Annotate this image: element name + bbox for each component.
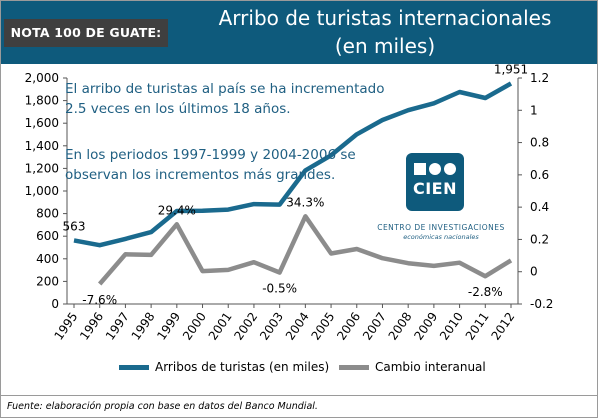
y-left-tick-label: 600 (36, 229, 59, 243)
legend-swatch-cambio (339, 364, 369, 370)
legend-label-arribos: Arribos de turistas (en miles) (155, 360, 330, 374)
x-tick-label: 1998 (129, 310, 158, 343)
source-footer: Fuente: elaboración propia con base en d… (1, 395, 597, 417)
data-label: -2.8% (468, 285, 503, 299)
logo-word: CIEN (412, 179, 457, 198)
x-tick-label: 2004 (283, 310, 312, 343)
annotation-paragraph-1: El arribo de turistas al país se ha incr… (65, 81, 385, 117)
y-right-tick-label: 0.8 (530, 136, 549, 150)
data-label: -7.6% (82, 293, 117, 307)
y-left-tick-label: 1,600 (25, 116, 59, 130)
y-left-tick-label: 1,000 (25, 184, 59, 198)
y-right-tick-label: 0.2 (530, 232, 549, 246)
y-left-tick-label: 1,800 (25, 94, 59, 108)
y-right-tick-label: 0.6 (530, 168, 549, 182)
data-label: 1,951 (494, 64, 528, 77)
y-left-tick-label: 400 (36, 252, 59, 266)
x-tick-label: 2002 (231, 310, 260, 343)
x-tick-label: 1999 (154, 310, 183, 343)
legend-item-arribos: Arribos de turistas (en miles) (119, 360, 329, 374)
chart-title-line1: Arribo de turistas internacionales (218, 6, 552, 30)
x-tick-label: 2008 (386, 310, 415, 343)
x-tick-label: 2012 (488, 310, 517, 343)
data-label: 563 (63, 219, 86, 233)
x-tick-label: 2001 (206, 310, 235, 343)
note-badge: NOTA 100 DE GUATE: (4, 19, 168, 47)
x-tick-label: 2005 (309, 310, 338, 343)
series-line-arribos (73, 81, 513, 248)
x-tick-label: 2007 (360, 310, 389, 343)
legend-swatch-arribos (119, 364, 149, 370)
data-label: 34.3% (286, 195, 324, 209)
logo-caption-line1: CENTRO DE INVESTIGACIONES (377, 223, 505, 232)
y-left-tick-label: 0 (51, 297, 59, 311)
cien-logo: CIEN (406, 153, 464, 211)
x-tick-label: 2000 (180, 310, 209, 343)
y-right-tick-label: 0.4 (530, 200, 549, 214)
logo-caption-line2: económicas nacionales (403, 233, 479, 241)
x-tick-label: 2003 (257, 310, 286, 343)
legend-item-cambio: Cambio interanual (339, 360, 486, 374)
y-right-tick-label: -0.2 (530, 297, 553, 311)
logo-shapes-icon (414, 163, 458, 175)
data-label: 29.4% (158, 203, 196, 217)
y-right-tick-label: 0 (530, 265, 538, 279)
data-label: -0.5% (262, 282, 297, 296)
x-tick-label: 1997 (103, 310, 132, 343)
y-left-tick-label: 200 (36, 274, 59, 288)
y-left-tick-label: 1,200 (25, 161, 59, 175)
chart-area: 0 200 400 600 800 1,000 1,200 1,400 1,600 1,800 2,… (1, 63, 597, 394)
y-left-tick-label: 1,400 (25, 139, 59, 153)
series-line-cambio (97, 214, 513, 286)
chart-legend: Arribos de turistas (en miles) Cambio in… (1, 356, 597, 378)
annotation-paragraph-2: En los periodos 1997-1999 y 2004-2006 se… (65, 147, 356, 183)
x-tick-label: 1996 (77, 310, 106, 343)
y-right-tick-label: 1.2 (530, 71, 549, 85)
y-right-tick-label: 1 (530, 103, 538, 117)
legend-label-cambio: Cambio interanual (375, 360, 486, 374)
x-tick-label: 2010 (437, 310, 466, 343)
line-chart: 0 200 400 600 800 1,000 1,200 1,400 1,600 1,800 2,… (25, 63, 554, 343)
y-left-tick-label: 800 (36, 207, 59, 221)
chart-title: Arribo de turistas internacionales (en m… (177, 4, 593, 60)
x-tick-label: 2011 (463, 310, 492, 343)
chart-title-line2: (en miles) (334, 34, 436, 58)
header-bar: NOTA 100 DE GUATE: Arribo de turistas in… (1, 1, 597, 64)
x-tick-label: 2006 (334, 310, 363, 343)
y-left-tick-label: 2,000 (25, 71, 59, 85)
x-tick-label: 2009 (411, 310, 440, 343)
x-tick-label: 1995 (51, 310, 80, 343)
